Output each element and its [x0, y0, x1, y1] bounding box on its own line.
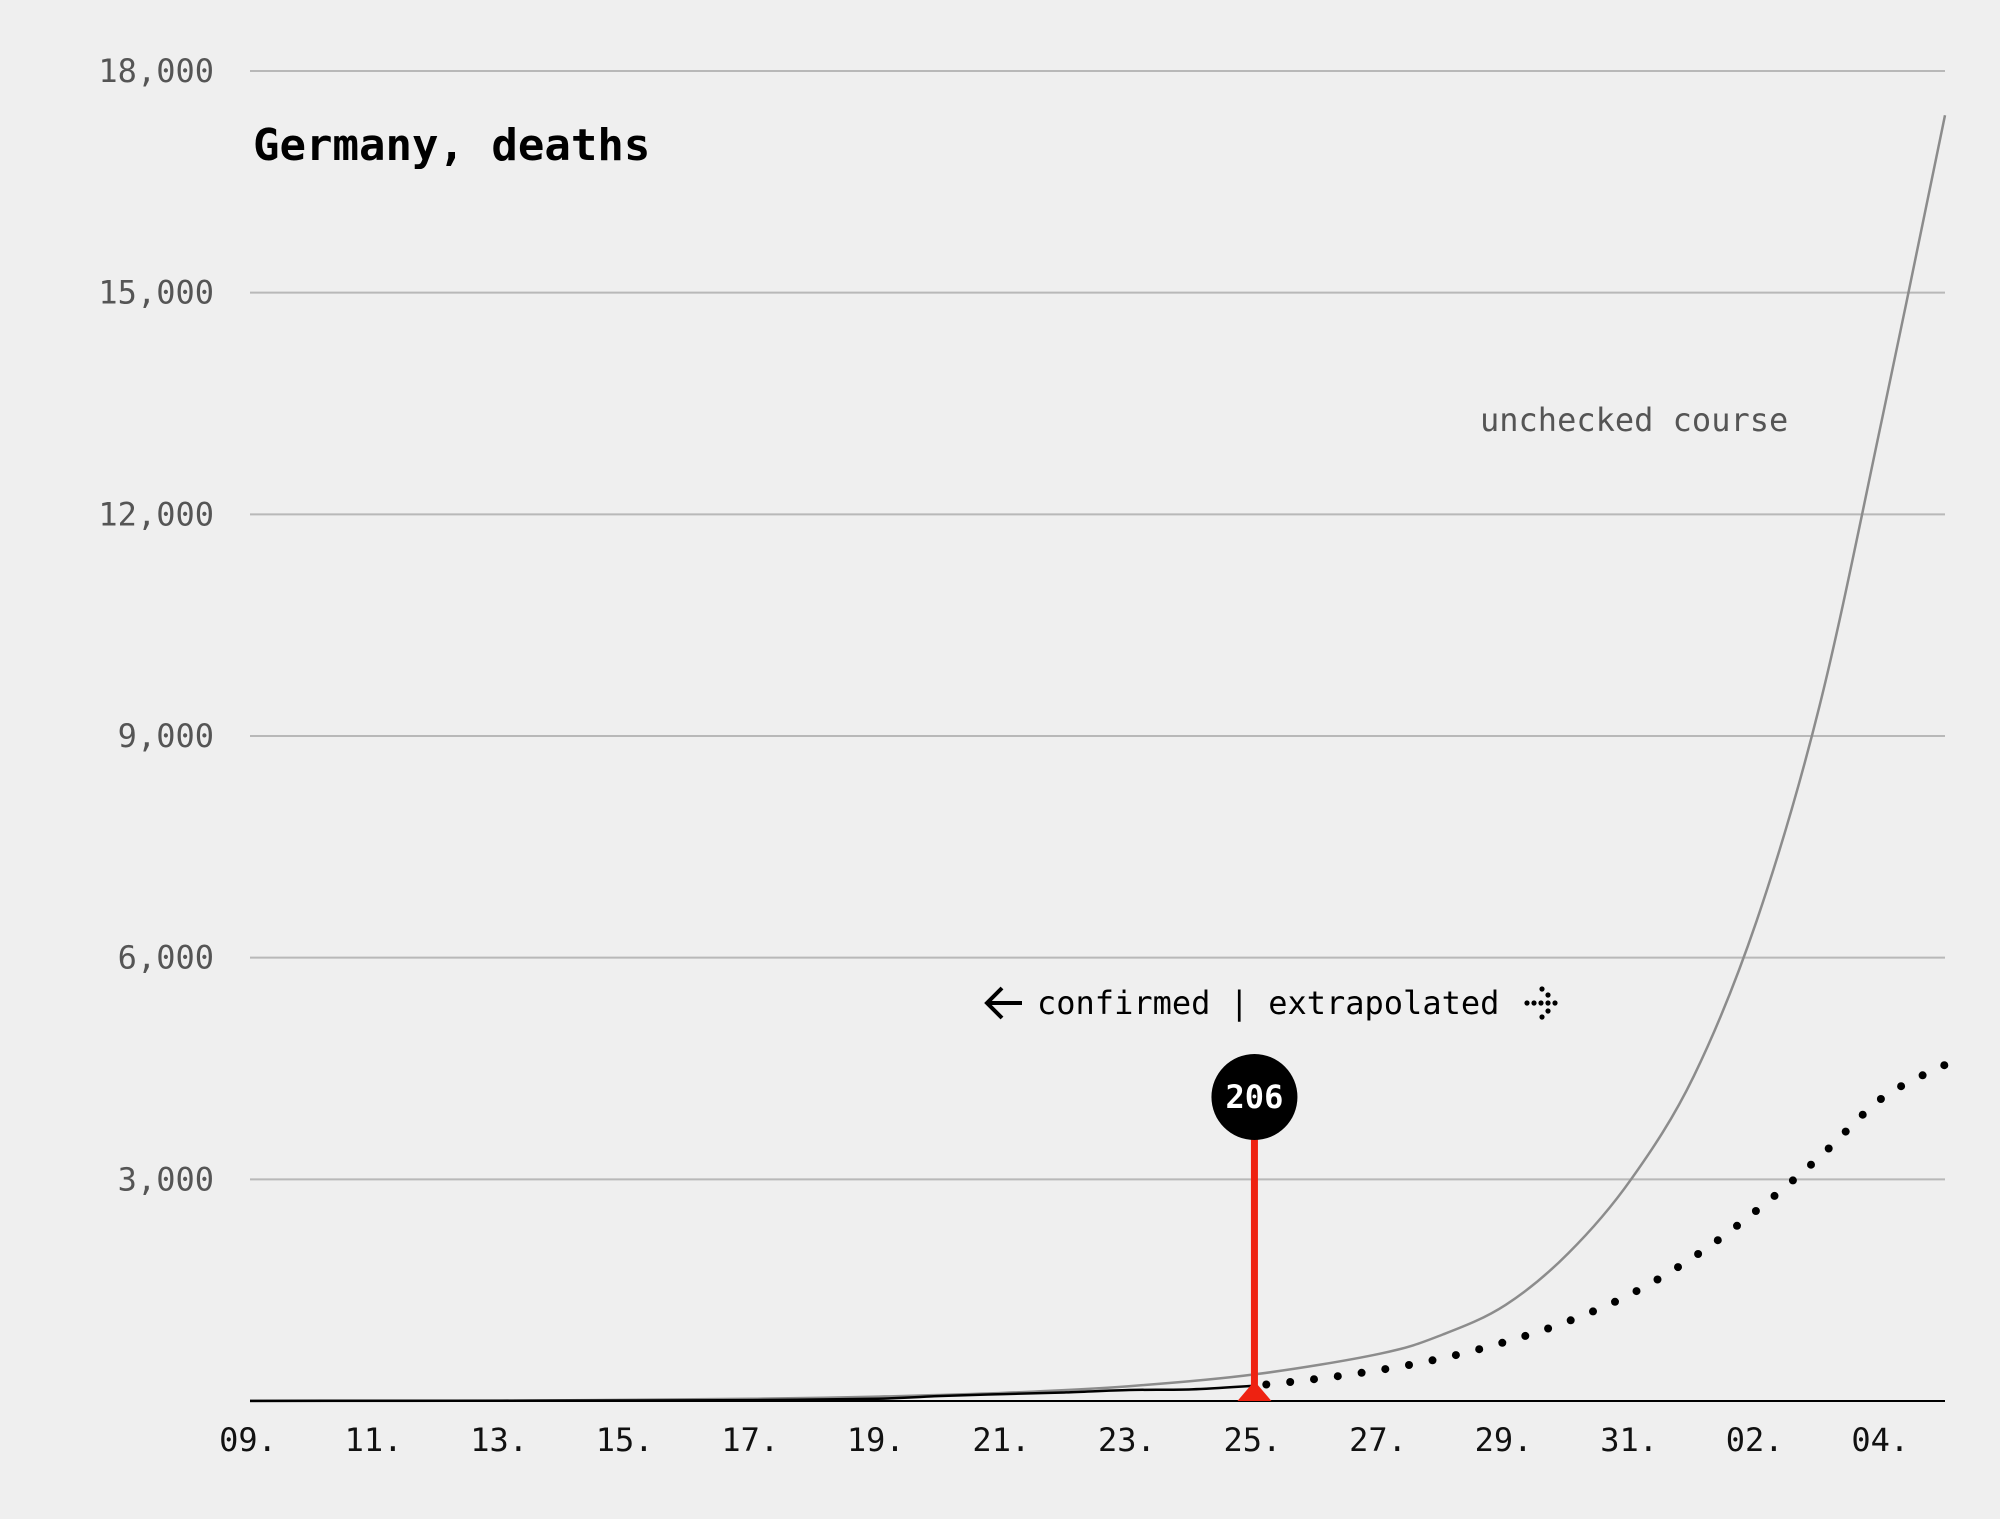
chart-title: Germany, deaths [253, 120, 650, 171]
extrapolated-dot [1632, 1287, 1641, 1296]
extrapolated-dot [1788, 1176, 1797, 1185]
current-value-marker: 206 [1211, 1054, 1298, 1401]
extrapolated-dot [1357, 1368, 1366, 1377]
divider-label: confirmed | extrapolated [1037, 984, 1499, 1022]
dotted-arrow-right-icon [1524, 986, 1558, 1020]
extrapolated-dot [1498, 1338, 1507, 1347]
marker-base-triangle [1237, 1381, 1272, 1401]
marker-value-label: 206 [1226, 1078, 1284, 1116]
extrapolated-dot [1940, 1061, 1949, 1070]
extrapolated-dot [1333, 1372, 1342, 1381]
series-dots-extrapolated [1262, 1061, 1949, 1389]
x-tick-label: 21. [972, 1421, 1030, 1459]
x-axis-tick-labels: 09. 11. 13. 15. 17. 19. 21. 23. 25. 27. 29. 31. 02. 0… [219, 1421, 1909, 1459]
extrapolated-dot [1428, 1356, 1437, 1365]
marker-badge [1211, 1054, 1298, 1140]
x-tick-label: 04. [1851, 1421, 1909, 1459]
extrapolated-dot [1611, 1297, 1619, 1306]
y-tick-label: 12,000 [98, 495, 214, 533]
x-tick-label: 31. [1600, 1421, 1658, 1459]
series-label-unchecked: unchecked course [1480, 401, 1788, 439]
extrapolated-dot [1262, 1380, 1271, 1389]
y-axis-tick-labels: 3,000 6,000 9,000 12,000 15,000 18,000 [98, 52, 214, 1198]
extrapolated-dot [1770, 1191, 1779, 1200]
extrapolated-dot [1310, 1375, 1318, 1384]
extrapolated-dot [1897, 1082, 1906, 1091]
extrapolated-dot [1653, 1275, 1662, 1284]
extrapolated-dot [1713, 1236, 1722, 1245]
extrapolated-dot [1451, 1351, 1460, 1360]
extrapolated-dot [1381, 1365, 1390, 1374]
y-tick-label: 18,000 [98, 52, 214, 90]
extrapolated-dot [1918, 1071, 1927, 1080]
series-line-unchecked [249, 115, 1947, 1403]
arrow-left-icon [984, 986, 1022, 1020]
extrapolated-dot [1824, 1144, 1833, 1153]
y-tick-label: 3,000 [118, 1160, 214, 1198]
extrapolated-dot [1286, 1378, 1295, 1386]
x-tick-label: 17. [721, 1421, 779, 1459]
x-tick-label: 27. [1349, 1421, 1407, 1459]
extrapolated-dot [1566, 1316, 1575, 1325]
extrapolated-dot [1521, 1331, 1530, 1340]
extrapolated-dot [1858, 1110, 1867, 1119]
y-tick-label: 9,000 [118, 717, 214, 755]
x-tick-label: 13. [470, 1421, 528, 1459]
y-tick-label: 15,000 [98, 274, 214, 312]
x-tick-label: 15. [596, 1421, 654, 1459]
extrapolated-dot [1674, 1263, 1682, 1272]
extrapolated-dot [1807, 1160, 1815, 1169]
x-tick-label: 25. [1224, 1421, 1282, 1459]
extrapolated-dot [1475, 1345, 1484, 1354]
y-tick-label: 6,000 [118, 939, 214, 977]
series-line-confirmed [249, 1384, 1255, 1403]
extrapolated-dot [1841, 1127, 1850, 1136]
extrapolated-dot [1589, 1307, 1597, 1316]
extrapolated-dot [1751, 1207, 1760, 1215]
extrapolated-dot [1544, 1324, 1553, 1333]
grid-lines [250, 70, 1945, 1181]
x-tick-label: 23. [1098, 1421, 1156, 1459]
x-tick-label: 11. [345, 1421, 403, 1459]
x-tick-label: 29. [1475, 1421, 1533, 1459]
extrapolated-dot [1876, 1095, 1885, 1103]
confirmed-extrapolated-annotation: confirmed | extrapolated [984, 984, 1558, 1022]
extrapolated-dot [1694, 1250, 1703, 1258]
x-tick-label: 02. [1726, 1421, 1784, 1459]
x-tick-label: 19. [847, 1421, 905, 1459]
x-tick-label: 09. [219, 1421, 277, 1459]
extrapolated-dot [1733, 1221, 1741, 1230]
extrapolated-dot [1405, 1361, 1413, 1369]
